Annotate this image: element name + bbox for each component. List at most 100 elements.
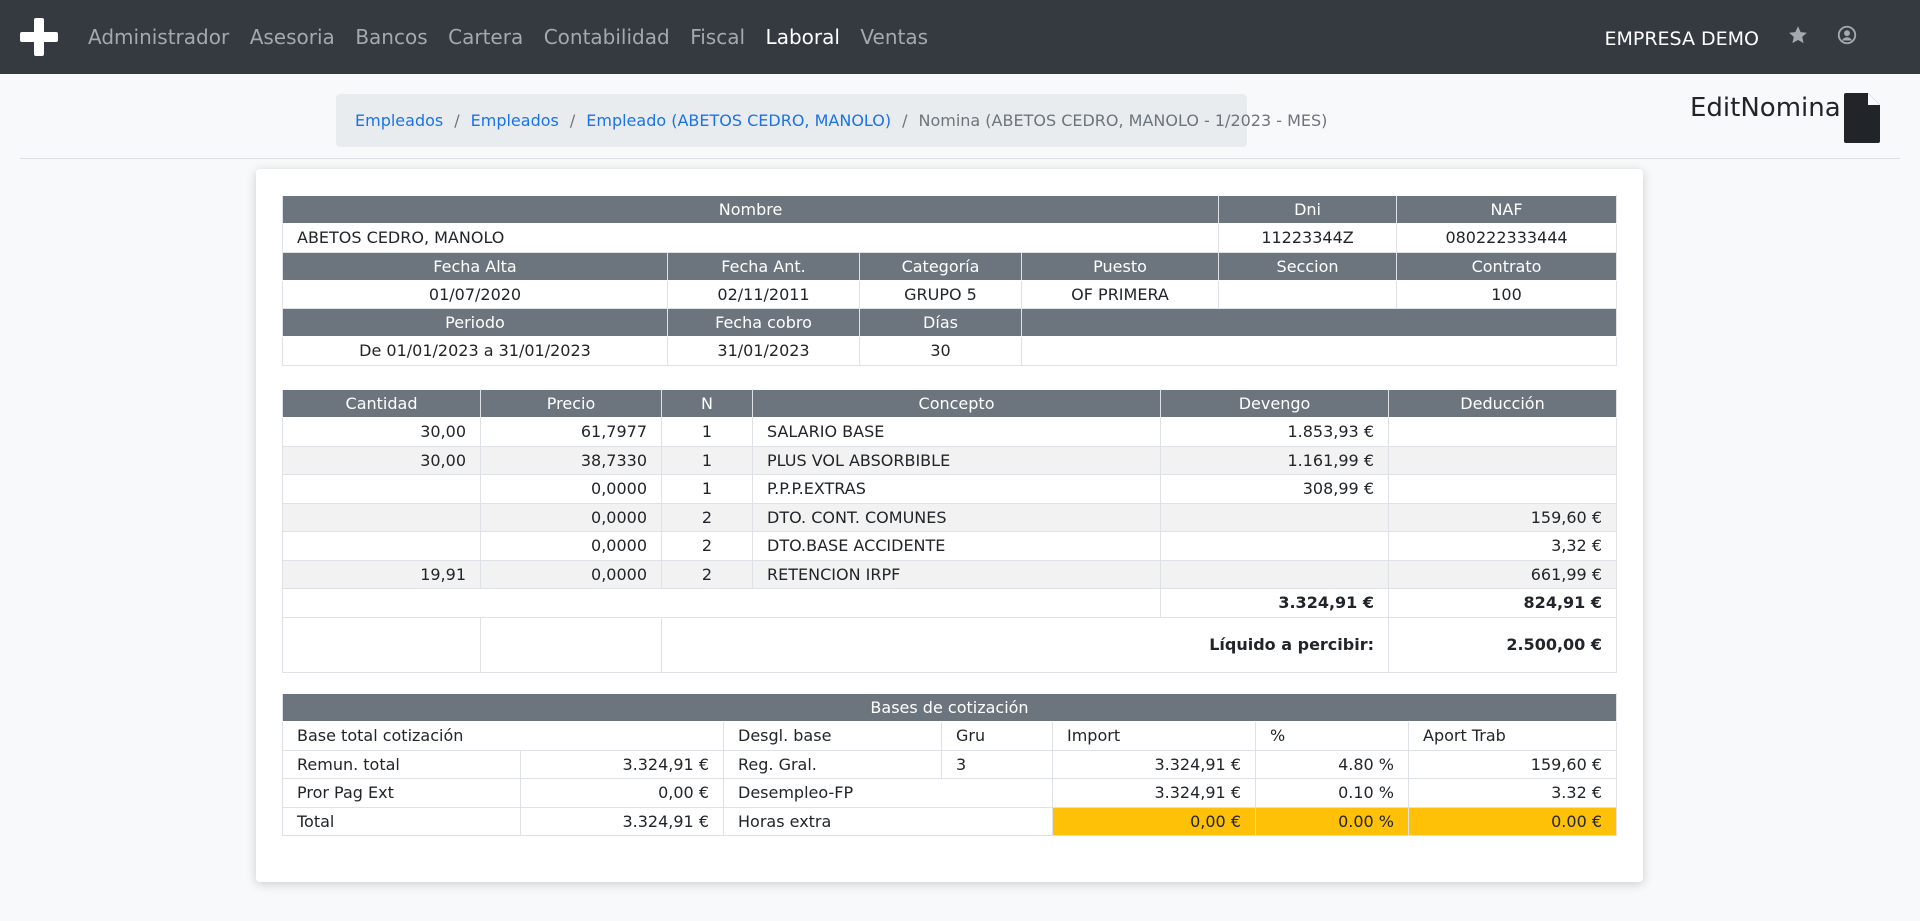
company-menu[interactable]: EMPRESA DEMO: [1604, 28, 1760, 50]
header-filler: [1020, 308, 1618, 337]
cantidad-cell: [282, 531, 481, 561]
cantidad-cell: 30,00: [282, 445, 481, 475]
fecha-alta-value: 01/07/2020: [282, 279, 668, 309]
breadcrumb-separator: /: [569, 111, 576, 130]
table-row: Remun. total 3.324,91 € Reg. Gral. 3 3.3…: [282, 749, 1618, 779]
cantidad-cell: [282, 474, 481, 504]
deduccion-cell: [1388, 445, 1617, 475]
employee-table: Nombre Dni NAF ABETOS CEDRO, MANOLO 1122…: [281, 195, 1618, 366]
bases-header-aport: Aport Trab: [1407, 721, 1618, 751]
plus-icon[interactable]: [20, 18, 58, 56]
total-deduccion: 824,91 €: [1388, 588, 1617, 618]
base-value: 3.324,91 €: [520, 749, 724, 779]
col-header-dias: Días: [859, 308, 1022, 337]
menu-item-administrador[interactable]: Administrador: [88, 25, 230, 49]
employee-name: ABETOS CEDRO, MANOLO: [281, 223, 1220, 253]
table-row[interactable]: 0,0000 1 P.P.P.EXTRAS 308,99 €: [282, 474, 1617, 504]
col-header-periodo: Periodo: [282, 308, 668, 337]
breadcrumb-current: Nomina (ABETOS CEDRO, MANOLO - 1/2023 - …: [918, 111, 1328, 130]
col-header-naf: NAF: [1396, 195, 1618, 224]
col-header-categoria: Categoría: [859, 251, 1022, 281]
bases-header-desgl: Desgl. base: [723, 721, 942, 751]
desgl-label: Desempleo-FP: [723, 778, 1053, 808]
deduccion-cell: [1388, 474, 1617, 504]
top-navbar: Administrador Asesoria Bancos Cartera Co…: [0, 0, 1920, 74]
devengo-cell: 308,99 €: [1160, 474, 1389, 504]
n-cell: 2: [661, 559, 753, 589]
col-header-cantidad: Cantidad: [282, 389, 481, 418]
breadcrumb-empleados-list[interactable]: Empleados: [470, 111, 559, 130]
user-circle-icon[interactable]: [1836, 24, 1858, 46]
deduccion-cell: 3,32 €: [1388, 531, 1617, 561]
desgl-label: Reg. Gral.: [723, 749, 942, 779]
precio-cell: 61,7977: [480, 417, 662, 447]
table-row[interactable]: 0,0000 2 DTO.BASE ACCIDENTE 3,32 €: [282, 531, 1617, 561]
employee-dni: 11223344Z: [1218, 223, 1398, 253]
menu-item-contabilidad[interactable]: Contabilidad: [543, 25, 670, 49]
liquido-row: Líquido a percibir: 2.500,00 €: [282, 616, 1617, 673]
col-header-deduccion: Deducción: [1388, 389, 1617, 418]
concepto-cell: P.P.P.EXTRAS: [752, 474, 1161, 504]
devengo-cell: [1160, 502, 1389, 532]
cantidad-cell: 19,91: [282, 559, 481, 589]
col-header-fecha-ant: Fecha Ant.: [667, 251, 860, 281]
precio-cell: 0,0000: [480, 474, 662, 504]
devengo-cell: 1.161,99 €: [1160, 445, 1389, 475]
contrato-value: 100: [1396, 279, 1618, 309]
breadcrumb-empleados[interactable]: Empleados: [355, 111, 444, 130]
concepto-cell: RETENCION IRPF: [752, 559, 1161, 589]
empty-cell: [480, 616, 662, 673]
import-value: 3.324,91 €: [1052, 749, 1256, 779]
menu-item-laboral[interactable]: Laboral: [765, 25, 840, 49]
cantidad-cell: [282, 502, 481, 532]
devengo-cell: 1.853,93 €: [1160, 417, 1389, 447]
concepto-cell: SALARIO BASE: [752, 417, 1161, 447]
pct-value: 0.00 %: [1255, 806, 1409, 836]
gru-value: 3: [941, 749, 1053, 779]
star-icon[interactable]: [1787, 24, 1809, 46]
col-header-devengo: Devengo: [1160, 389, 1389, 418]
table-row[interactable]: 30,00 61,7977 1 SALARIO BASE 1.853,93 €: [282, 417, 1617, 447]
menu-item-ventas[interactable]: Ventas: [860, 25, 929, 49]
pct-value: 0.10 %: [1255, 778, 1409, 808]
menu-item-fiscal[interactable]: Fiscal: [690, 25, 746, 49]
breadcrumb-empleado[interactable]: Empleado (ABETOS CEDRO, MANOLO): [586, 111, 892, 130]
base-label: Pror Pag Ext: [282, 778, 521, 808]
devengo-cell: [1160, 531, 1389, 561]
menu-item-asesoria[interactable]: Asesoria: [249, 25, 335, 49]
n-cell: 1: [661, 417, 753, 447]
bases-header-pct: %: [1255, 721, 1409, 751]
table-row[interactable]: 19,91 0,0000 2 RETENCION IRPF 661,99 €: [282, 559, 1617, 589]
devengo-cell: [1160, 559, 1389, 589]
file-icon[interactable]: [1844, 93, 1880, 143]
col-header-fecha-alta: Fecha Alta: [282, 251, 668, 281]
import-value: 0,00 €: [1052, 806, 1256, 836]
cantidad-cell: 30,00: [282, 417, 481, 447]
categoria-value: GRUPO 5: [859, 279, 1022, 309]
bases-header-total: Base total cotización: [282, 721, 724, 751]
page-title: EditNomina: [1690, 93, 1841, 123]
n-cell: 2: [661, 531, 753, 561]
breadcrumb-separator: /: [902, 111, 908, 130]
liquido-value: 2.500,00 €: [1388, 616, 1617, 673]
desgl-label: Horas extra: [723, 806, 1053, 836]
col-header-precio: Precio: [480, 389, 662, 418]
col-header-concepto: Concepto: [752, 389, 1161, 418]
col-header-n: N: [661, 389, 753, 418]
base-value: 3.324,91 €: [520, 806, 724, 836]
n-cell: 2: [661, 502, 753, 532]
import-value: 3.324,91 €: [1052, 778, 1256, 808]
table-row: Total 3.324,91 € Horas extra 0,00 € 0.00…: [282, 806, 1618, 836]
menu-item-bancos[interactable]: Bancos: [355, 25, 428, 49]
col-header-contrato: Contrato: [1396, 251, 1618, 281]
menu-item-cartera[interactable]: Cartera: [448, 25, 524, 49]
divider: [20, 158, 1900, 159]
payroll-card: Nombre Dni NAF ABETOS CEDRO, MANOLO 1122…: [256, 169, 1643, 882]
table-row[interactable]: 0,0000 2 DTO. CONT. COMUNES 159,60 €: [282, 502, 1617, 532]
concepto-cell: DTO. CONT. COMUNES: [752, 502, 1161, 532]
col-header-dni: Dni: [1218, 195, 1398, 224]
table-row[interactable]: 30,00 38,7330 1 PLUS VOL ABSORBIBLE 1.16…: [282, 445, 1617, 475]
totals-row: 3.324,91 € 824,91 €: [282, 588, 1617, 618]
deduccion-cell: 159,60 €: [1388, 502, 1617, 532]
breadcrumb-separator: /: [454, 111, 460, 130]
